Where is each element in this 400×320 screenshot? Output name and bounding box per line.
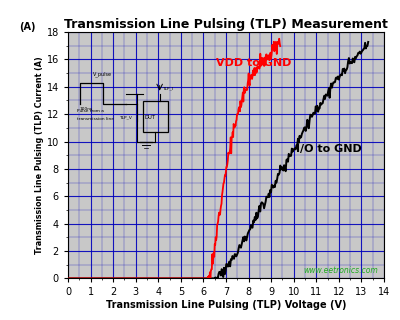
Text: I/O to GND: I/O to GND (296, 144, 362, 155)
Title: Transmission Line Pulsing (TLP) Measurement: Transmission Line Pulsing (TLP) Measurem… (64, 18, 388, 31)
X-axis label: Transmission Line Pulsing (TLP) Voltage (V): Transmission Line Pulsing (TLP) Voltage … (106, 300, 346, 310)
Text: VDD to GND: VDD to GND (216, 58, 291, 68)
Text: (A): (A) (19, 21, 36, 31)
Y-axis label: Transmission Line Pulsing (TLP) Current (A): Transmission Line Pulsing (TLP) Current … (35, 56, 44, 254)
Text: www.eetronics.com: www.eetronics.com (303, 266, 378, 275)
